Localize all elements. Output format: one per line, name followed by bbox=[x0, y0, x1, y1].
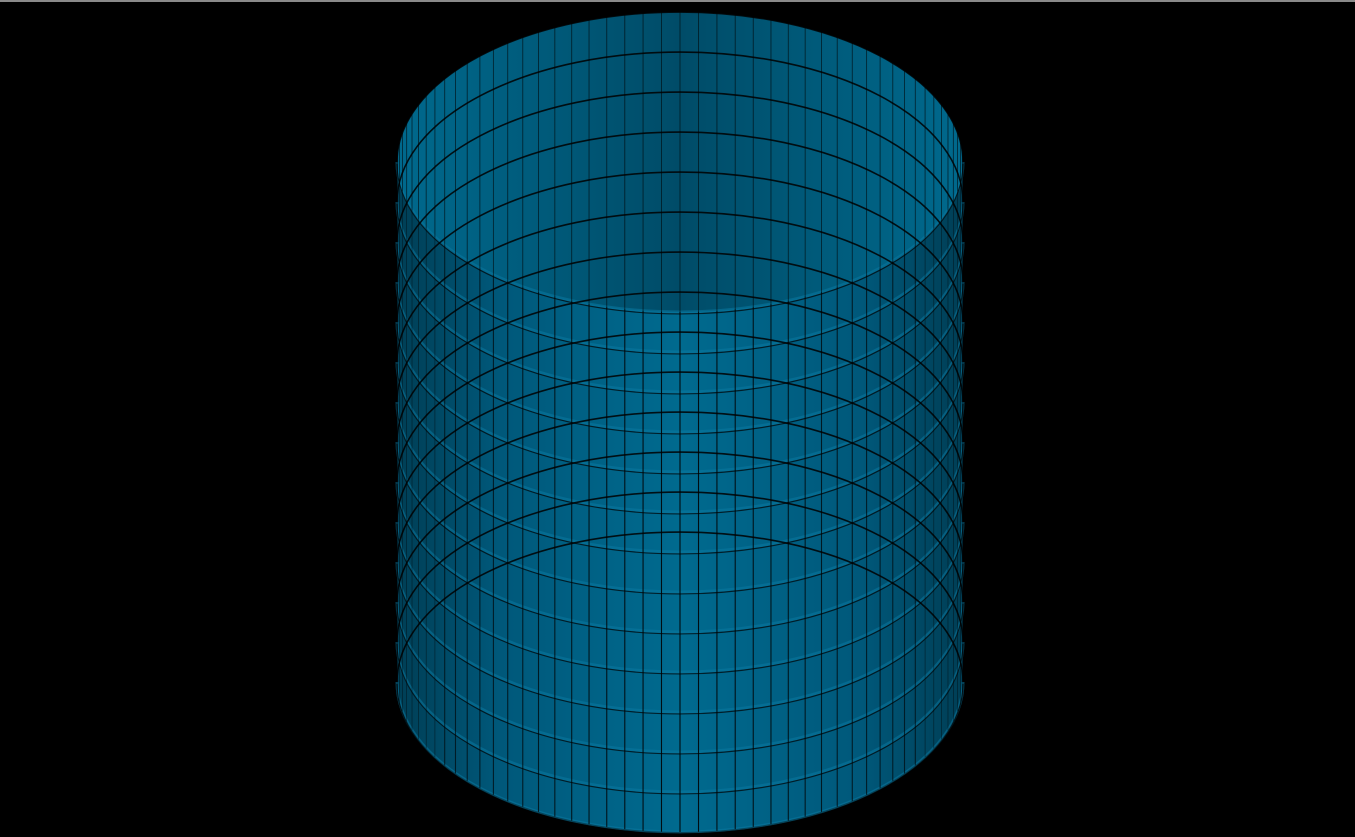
ring-front-edge bbox=[396, 683, 964, 835]
cylinder-segment-seams bbox=[396, 12, 964, 832]
